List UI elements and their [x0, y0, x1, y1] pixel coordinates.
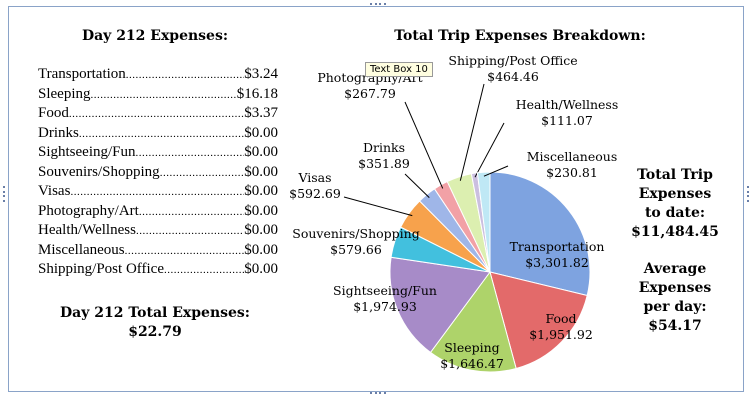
- slice-label: Shipping/Post Office $464.46: [448, 53, 577, 84]
- leader-line: [459, 83, 485, 181]
- slice-label: Souvenirs/Shopping $579.66: [292, 226, 419, 257]
- resize-handle-left[interactable]: [3, 186, 8, 202]
- slice-category-label: Souvenirs/Shopping: [292, 226, 419, 241]
- total-trip-value: $11,484.45: [631, 224, 719, 240]
- expense-amount: $0.00: [244, 163, 278, 180]
- expense-name: Visas: [38, 183, 71, 199]
- expense-amount: $0.00: [244, 241, 278, 258]
- trip-summary: Total Trip Expenses to date: $11,484.45 …: [620, 166, 730, 336]
- pie-slice-miscellaneous[interactable]: [476, 171, 491, 273]
- expense-amount: $0.00: [244, 144, 278, 160]
- slice-label: Drinks $351.89: [358, 140, 410, 171]
- leader-line: [474, 122, 505, 178]
- average-label-line-3: per day:: [643, 299, 707, 315]
- slice-category-label: Drinks: [363, 140, 405, 155]
- leader-line: [404, 101, 444, 189]
- slice-category-label: Visas: [297, 170, 331, 185]
- expense-row: Drinks $0.00: [38, 125, 278, 145]
- pie-slice-sightseeing-fun[interactable]: [389, 256, 491, 354]
- resize-handle-top[interactable]: [370, 3, 386, 8]
- slice-label: Sleeping $1,646.47: [440, 340, 504, 371]
- slice-value-label: $230.81: [546, 165, 598, 180]
- total-label-line-3: to date:: [644, 205, 706, 221]
- slice-value-label: $111.07: [541, 113, 593, 128]
- expense-amount: $0.00: [244, 202, 278, 219]
- day-expenses-title: Day 212 Expenses:: [81, 28, 229, 44]
- slice-value-label: $579.66: [330, 242, 382, 257]
- slice-category-label: Sightseeing/Fun: [333, 283, 437, 298]
- pie-slice-sleeping[interactable]: [429, 270, 517, 373]
- pie-slice-transportation[interactable]: [489, 171, 591, 297]
- slice-value-label: $1,646.47: [440, 356, 504, 371]
- expense-amount: $0.00: [244, 222, 278, 238]
- total-label-line-1: Total Trip: [637, 167, 713, 183]
- slice-category-label: Shipping/Post Office: [448, 53, 577, 68]
- day-expense-list: Transportation $3.24 Sleeping $16.18 Food $…: [38, 66, 278, 281]
- expense-name: Sightseeing/Fun: [38, 144, 136, 160]
- expense-row: Visas $0.00: [38, 183, 278, 203]
- average-per-day-value: $54.17: [648, 318, 702, 334]
- slice-value-label: $592.69: [289, 186, 341, 201]
- expense-row: Food $3.37: [38, 105, 278, 125]
- slice-label: Sightseeing/Fun $1,974.93: [333, 283, 437, 314]
- average-label-line-1: Average: [643, 261, 707, 277]
- expense-row: Health/Wellness $0.00: [38, 222, 278, 242]
- total-label-line-2: Expenses: [638, 186, 712, 202]
- expense-name: Drinks: [38, 124, 79, 141]
- expense-amount: $3.24: [244, 66, 278, 82]
- slice-label: Health/Wellness $111.07: [516, 97, 619, 128]
- expense-name: Sleeping: [38, 85, 91, 102]
- slice-label: Miscellaneous $230.81: [527, 149, 618, 180]
- slice-value-label: $267.79: [344, 86, 396, 101]
- expense-amount: $0.00: [244, 261, 278, 277]
- expense-row: Shipping/Post Office $0.00: [38, 261, 278, 281]
- expense-name: Souvenirs/Shopping: [38, 163, 160, 180]
- expense-row: Souvenirs/Shopping $0.00: [38, 164, 278, 184]
- slice-value-label: $351.89: [358, 156, 410, 171]
- expense-name: Miscellaneous: [38, 241, 125, 258]
- resize-handle-bottom[interactable]: [370, 392, 386, 397]
- day-total-label: Day 212 Total Expenses:: [60, 305, 250, 321]
- expense-amount: $3.37: [244, 105, 278, 121]
- slice-value-label: $3,301.82: [525, 255, 589, 270]
- expense-amount: $0.00: [244, 124, 278, 141]
- day-total-value: $22.79: [128, 324, 182, 340]
- expense-row: Sightseeing/Fun $0.00: [38, 144, 278, 164]
- slice-category-label: Food: [545, 311, 576, 326]
- slice-label: Transportation $3,301.82: [510, 239, 605, 270]
- resize-handle-right[interactable]: [747, 186, 752, 202]
- average-label-line-2: Expenses: [638, 280, 712, 296]
- day-total: Day 212 Total Expenses: $22.79: [40, 304, 270, 342]
- expense-name: Shipping/Post Office: [38, 261, 164, 277]
- expense-row: Miscellaneous $0.00: [38, 242, 278, 262]
- leader-line: [483, 165, 509, 177]
- expense-name: Food: [38, 105, 69, 121]
- leader-line: [343, 196, 413, 217]
- leader-line: [404, 173, 430, 198]
- slice-value-label: $1,951.92: [529, 327, 593, 342]
- expense-row: Sleeping $16.18: [38, 86, 278, 106]
- slice-value-label: $464.46: [487, 69, 539, 84]
- slice-value-label: $1,974.93: [353, 299, 417, 314]
- expense-name: Photography/Art: [38, 202, 139, 219]
- slice-label: Food $1,951.92: [529, 311, 593, 342]
- expense-row: Transportation $3.24: [38, 66, 278, 86]
- slice-label: Visas $592.69: [289, 170, 341, 201]
- slice-category-label: Transportation: [510, 239, 605, 254]
- chart-title: Total Trip Expenses Breakdown:: [394, 28, 646, 44]
- expense-name: Transportation: [38, 66, 126, 82]
- pie-slice-food[interactable]: [489, 271, 588, 370]
- expense-name: Health/Wellness: [38, 222, 136, 238]
- text-box-tooltip: Text Box 10: [365, 62, 433, 77]
- expense-amount: $0.00: [244, 183, 278, 199]
- slice-category-label: Health/Wellness: [516, 97, 619, 112]
- expense-amount: $16.18: [236, 85, 278, 102]
- expense-row: Photography/Art $0.00: [38, 203, 278, 223]
- slice-category-label: Sleeping: [444, 340, 499, 355]
- slice-category-label: Miscellaneous: [527, 149, 618, 164]
